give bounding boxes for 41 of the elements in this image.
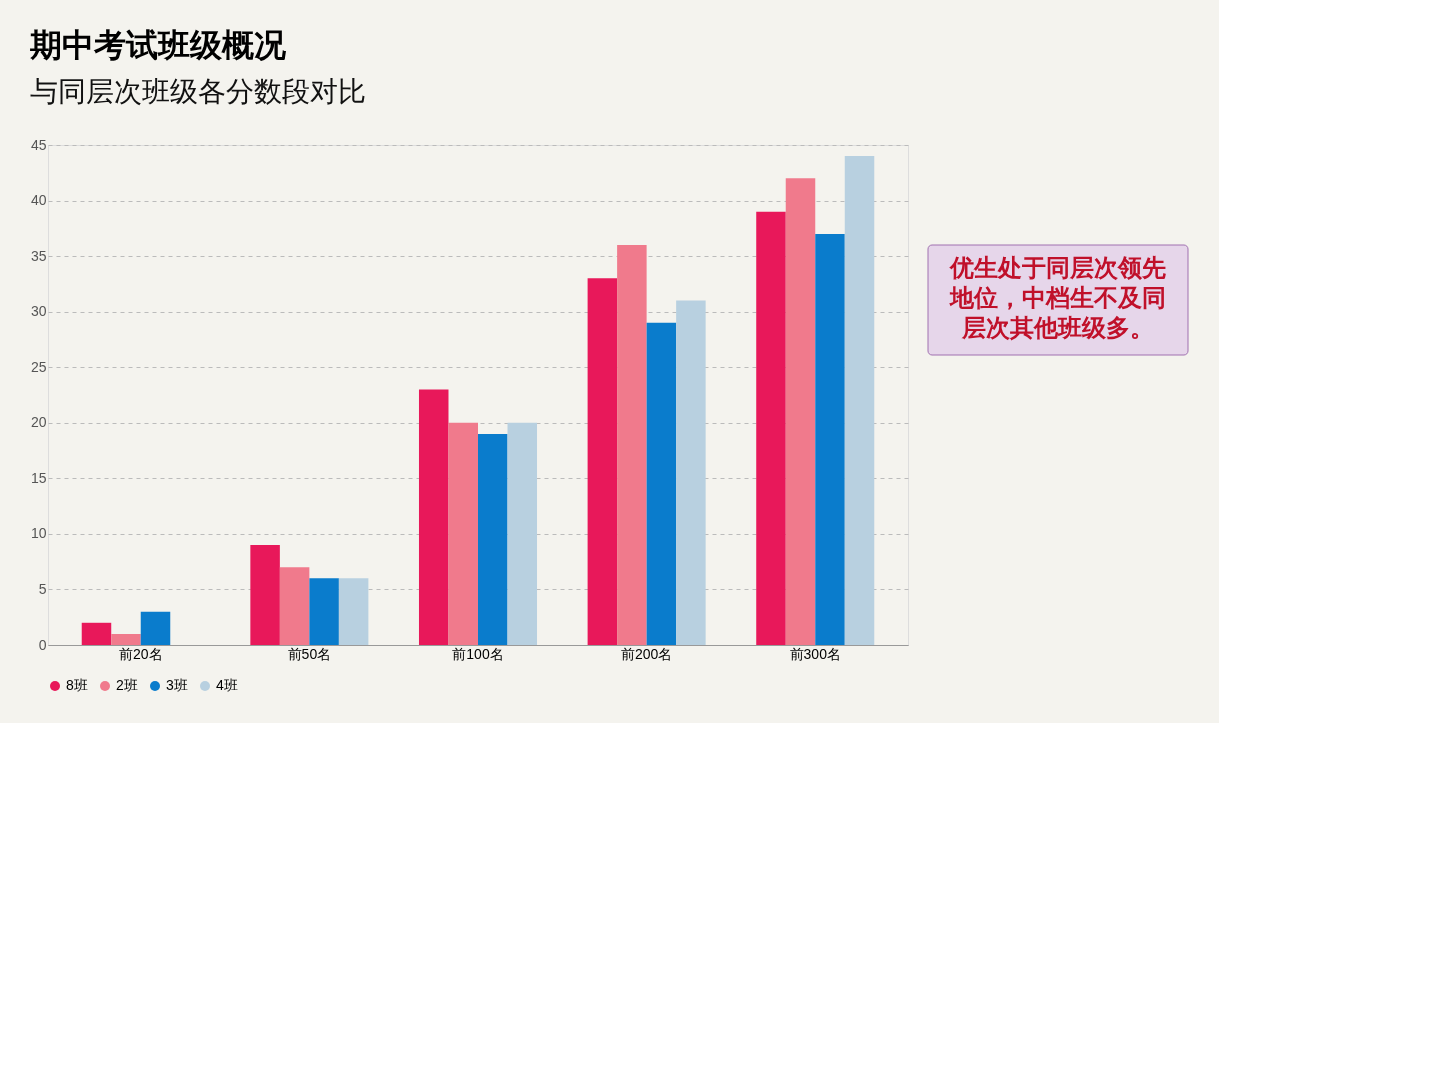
x-tick-label: 前20名	[118, 645, 163, 662]
y-tick-label: 0	[38, 636, 47, 653]
y-tick-label: 30	[30, 303, 47, 320]
bar	[338, 578, 369, 645]
bar	[279, 567, 310, 645]
bar	[478, 433, 508, 645]
chart-subtitle: 与同层次班级各分数段对比	[30, 76, 367, 107]
bar	[676, 300, 706, 645]
x-tick-label: 前100名	[452, 645, 504, 662]
legend-label: 3班	[166, 677, 188, 693]
bar	[81, 622, 112, 645]
bar	[448, 422, 478, 645]
bar	[844, 156, 875, 645]
bar	[309, 578, 339, 645]
bar	[587, 278, 618, 645]
bar	[646, 322, 677, 645]
chart-title: 期中考试班级概况	[29, 27, 288, 63]
y-tick-label: 10	[30, 525, 47, 542]
bar	[111, 633, 141, 645]
y-tick-label: 25	[30, 358, 47, 375]
y-tick-label: 5	[38, 580, 47, 597]
x-tick-label: 前50名	[287, 645, 332, 662]
legend-label: 4班	[216, 677, 238, 693]
x-tick-label: 前300名	[789, 645, 841, 662]
y-tick-label: 40	[30, 192, 47, 209]
x-tick-label: 前200名	[620, 645, 673, 662]
y-tick-label: 35	[30, 247, 47, 264]
bar	[756, 211, 786, 645]
bar	[250, 545, 280, 645]
bar	[418, 389, 449, 645]
y-tick-label: 15	[30, 469, 47, 486]
y-tick-label: 20	[30, 414, 47, 431]
legend-label: 8班	[66, 677, 88, 693]
bar	[815, 233, 845, 645]
text: 优生处于同层次领先地位，中档生不及同层次其他班级多。	[949, 254, 1166, 341]
bar	[617, 245, 647, 645]
bar	[785, 178, 816, 645]
y-tick-label: 45	[30, 136, 47, 153]
bar	[140, 611, 171, 645]
bar	[507, 422, 538, 645]
legend-label: 2班	[116, 677, 138, 693]
